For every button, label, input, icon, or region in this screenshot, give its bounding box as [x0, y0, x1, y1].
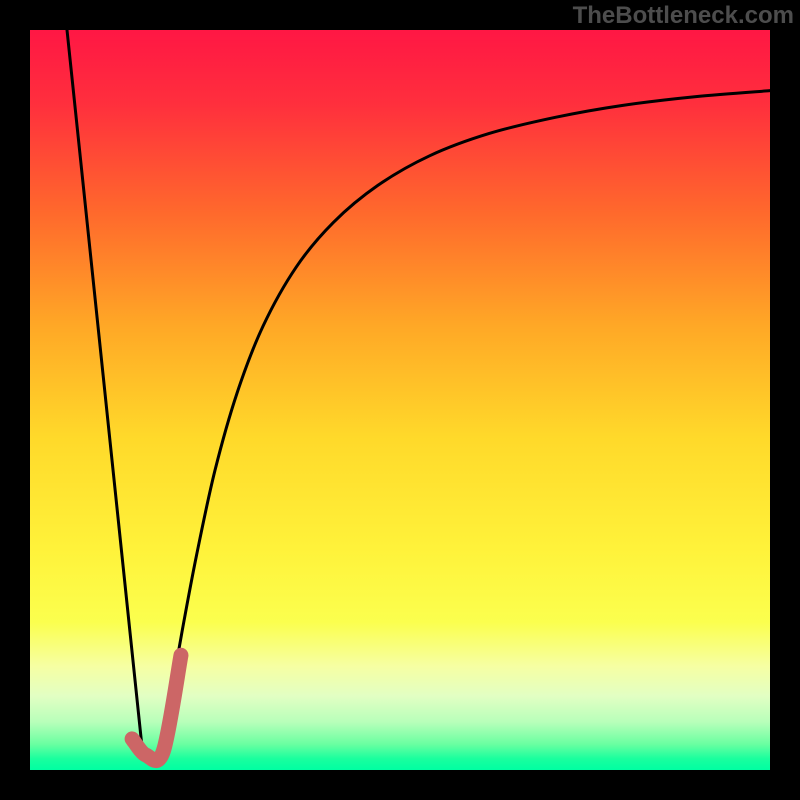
chart-container: TheBottleneck.com — [0, 0, 800, 800]
plot-background-gradient — [30, 30, 770, 770]
bottleneck-chart — [0, 0, 800, 800]
